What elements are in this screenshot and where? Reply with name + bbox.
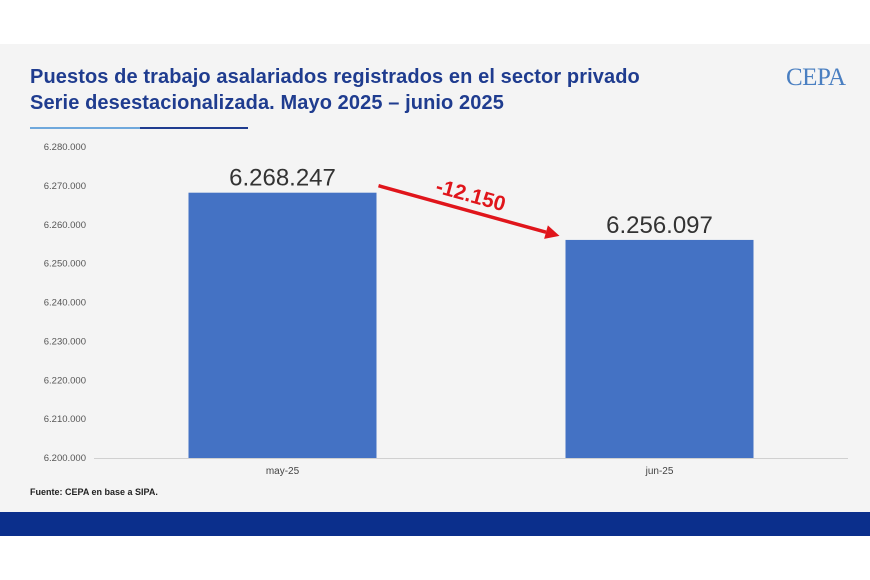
data-label-jun-25: 6.256.097 <box>606 212 713 239</box>
y-tick-label: 6.270.000 <box>44 181 86 192</box>
footer-band <box>0 512 870 536</box>
y-tick-label: 6.200.000 <box>44 453 86 464</box>
change-arrow-head <box>544 225 560 239</box>
change-arrow-shaft <box>378 184 547 234</box>
y-tick-label: 6.220.000 <box>44 375 86 386</box>
bar-jun-25 <box>565 239 754 458</box>
bars: 6.268.247 6.256.097 <box>188 165 754 458</box>
title-line-1: Puestos de trabajo asalariados registrad… <box>30 66 640 88</box>
y-axis: 6.200.000 6.210.000 6.220.000 6.230.000 6.24… <box>44 142 86 464</box>
cepa-logo: CEPA <box>786 64 846 91</box>
y-tick-label: 6.210.000 <box>44 414 86 425</box>
x-axis: may-25 jun-25 <box>94 458 848 477</box>
title-underline-light <box>30 127 140 129</box>
x-tick-label-may-25: may-25 <box>266 466 300 477</box>
x-tick-label-jun-25: jun-25 <box>645 466 674 477</box>
y-tick-label: 6.230.000 <box>44 336 86 347</box>
title-line-2: Serie desestacionalizada. Mayo 2025 – ju… <box>30 92 504 114</box>
annotation-layer: -12.150 <box>378 175 560 239</box>
title-underline-dark <box>140 127 248 129</box>
data-label-may-25: 6.268.247 <box>229 165 336 192</box>
y-tick-label: 6.250.000 <box>44 259 86 270</box>
bar-may-25 <box>188 192 377 458</box>
y-tick-label: 6.260.000 <box>44 220 86 231</box>
y-tick-label: 6.240.000 <box>44 298 86 309</box>
y-tick-label: 6.280.000 <box>44 142 86 153</box>
chart-title: Puestos de trabajo asalariados registrad… <box>30 64 640 116</box>
source-note: Fuente: CEPA en base a SIPA. <box>30 487 158 497</box>
